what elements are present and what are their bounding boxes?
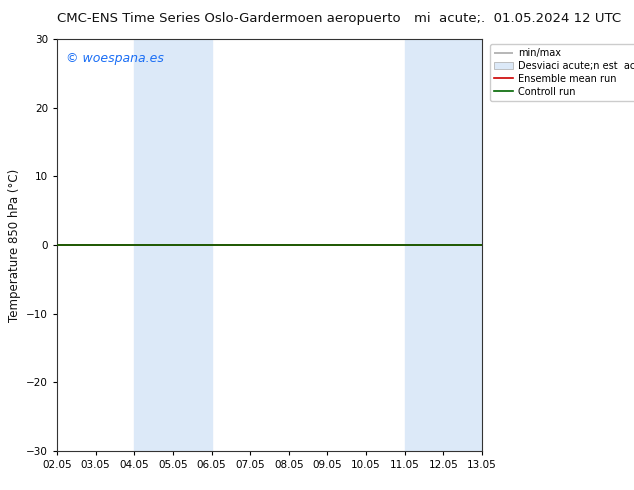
Text: © woespana.es: © woespana.es — [65, 51, 164, 65]
Text: mi  acute;.  01.05.2024 12 UTC: mi acute;. 01.05.2024 12 UTC — [414, 12, 621, 25]
Y-axis label: Temperature 850 hPa (°C): Temperature 850 hPa (°C) — [8, 169, 20, 321]
Bar — [404, 39, 482, 451]
Legend: min/max, Desviaci acute;n est  acute;ndar, Ensemble mean run, Controll run: min/max, Desviaci acute;n est acute;ndar… — [490, 44, 634, 100]
Bar — [134, 39, 212, 451]
Text: CMC-ENS Time Series Oslo-Gardermoen aeropuerto: CMC-ENS Time Series Oslo-Gardermoen aero… — [57, 12, 401, 25]
